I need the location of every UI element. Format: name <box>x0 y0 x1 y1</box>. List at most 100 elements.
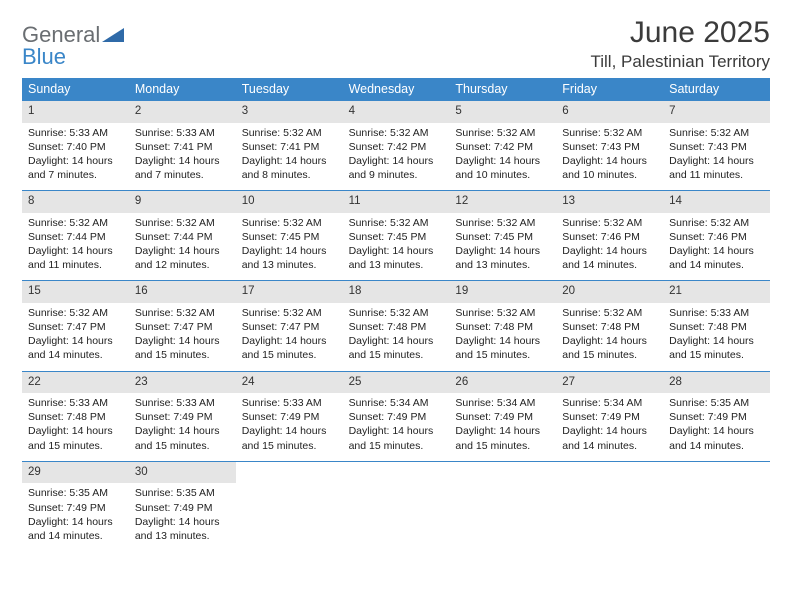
daylight-text: Daylight: 14 hours <box>28 515 123 529</box>
day-number: 15 <box>22 281 129 303</box>
day-number: 30 <box>129 462 236 484</box>
sunset-text: Sunset: 7:48 PM <box>349 320 444 334</box>
sunset-text: Sunset: 7:49 PM <box>28 501 123 515</box>
daylight-text: and 11 minutes. <box>28 258 123 272</box>
sunrise-text: Sunrise: 5:32 AM <box>349 216 444 230</box>
calendar-cell: 28Sunrise: 5:35 AMSunset: 7:49 PMDayligh… <box>663 372 770 461</box>
day-number: 11 <box>343 191 450 213</box>
sunset-text: Sunset: 7:47 PM <box>28 320 123 334</box>
week-row: 1Sunrise: 5:33 AMSunset: 7:40 PMDaylight… <box>22 101 770 191</box>
calendar-cell-empty <box>556 462 663 551</box>
location-label: Till, Palestinian Territory <box>590 52 770 72</box>
daylight-text: Daylight: 14 hours <box>562 154 657 168</box>
daylight-text: and 15 minutes. <box>242 348 337 362</box>
dow-row: Sunday Monday Tuesday Wednesday Thursday… <box>22 78 770 101</box>
calendar-cell: 30Sunrise: 5:35 AMSunset: 7:49 PMDayligh… <box>129 462 236 551</box>
logo-text: General Blue <box>22 24 124 68</box>
sunrise-text: Sunrise: 5:33 AM <box>135 396 230 410</box>
calendar-cell: 18Sunrise: 5:32 AMSunset: 7:48 PMDayligh… <box>343 281 450 370</box>
sunset-text: Sunset: 7:45 PM <box>242 230 337 244</box>
daylight-text: and 13 minutes. <box>242 258 337 272</box>
daylight-text: and 7 minutes. <box>135 168 230 182</box>
day-number: 17 <box>236 281 343 303</box>
week-row: 22Sunrise: 5:33 AMSunset: 7:48 PMDayligh… <box>22 372 770 462</box>
sunrise-text: Sunrise: 5:32 AM <box>242 306 337 320</box>
sunset-text: Sunset: 7:46 PM <box>669 230 764 244</box>
sunrise-text: Sunrise: 5:35 AM <box>28 486 123 500</box>
day-number: 2 <box>129 101 236 123</box>
daylight-text: Daylight: 14 hours <box>135 515 230 529</box>
sunrise-text: Sunrise: 5:32 AM <box>135 216 230 230</box>
daylight-text: Daylight: 14 hours <box>669 154 764 168</box>
dow-tuesday: Tuesday <box>236 78 343 101</box>
calendar-cell-empty <box>449 462 556 551</box>
sunrise-text: Sunrise: 5:32 AM <box>135 306 230 320</box>
logo-triangle-icon <box>102 24 124 46</box>
day-number: 21 <box>663 281 770 303</box>
calendar-cell: 10Sunrise: 5:32 AMSunset: 7:45 PMDayligh… <box>236 191 343 280</box>
calendar-cell: 9Sunrise: 5:32 AMSunset: 7:44 PMDaylight… <box>129 191 236 280</box>
daylight-text: and 15 minutes. <box>28 439 123 453</box>
logo: General Blue <box>22 24 124 68</box>
week-row: 15 Sunrise: 5:32 AM Sunset: 7:47 PM Dayligh… <box>22 281 770 371</box>
day-number: 9 <box>129 191 236 213</box>
sunrise-text: Sunrise: 5:32 AM <box>669 216 764 230</box>
sunrise-text: Sunrise: 5:32 AM <box>562 216 657 230</box>
daylight-text: and 15 minutes. <box>455 439 550 453</box>
page-title: June 2025 <box>590 16 770 50</box>
sunrise-text: Sunrise: 5:32 AM <box>349 306 444 320</box>
calendar-cell: 11Sunrise: 5:32 AMSunset: 7:45 PMDayligh… <box>343 191 450 280</box>
daylight-text: and 14 minutes. <box>562 258 657 272</box>
calendar-cell: 23Sunrise: 5:33 AMSunset: 7:49 PMDayligh… <box>129 372 236 461</box>
sunrise-text: Sunrise: 5:32 AM <box>562 306 657 320</box>
calendar-cell: 2Sunrise: 5:33 AMSunset: 7:41 PMDaylight… <box>129 101 236 190</box>
sunrise-text: Sunrise: 5:32 AM <box>349 126 444 140</box>
calendar-cell: 27Sunrise: 5:34 AMSunset: 7:49 PMDayligh… <box>556 372 663 461</box>
sunrise-text: Sunrise: 5:32 AM <box>455 126 550 140</box>
sunrise-text: Sunrise: 5:32 AM <box>28 216 123 230</box>
week-row: 29Sunrise: 5:35 AMSunset: 7:49 PMDayligh… <box>22 462 770 551</box>
daylight-text: and 13 minutes. <box>349 258 444 272</box>
day-number: 23 <box>129 372 236 394</box>
day-number: 4 <box>343 101 450 123</box>
daylight-text: and 15 minutes. <box>349 439 444 453</box>
day-number: 14 <box>663 191 770 213</box>
day-number: 8 <box>22 191 129 213</box>
weeks-container: 1Sunrise: 5:33 AMSunset: 7:40 PMDaylight… <box>22 101 770 551</box>
sunrise-text: Sunrise: 5:33 AM <box>135 126 230 140</box>
daylight-text: Daylight: 14 hours <box>349 424 444 438</box>
calendar-cell: 16Sunrise: 5:32 AMSunset: 7:47 PMDayligh… <box>129 281 236 370</box>
daylight-text: Daylight: 14 hours <box>242 154 337 168</box>
day-number: 6 <box>556 101 663 123</box>
sunrise-text: Sunrise: 5:33 AM <box>28 396 123 410</box>
calendar-cell: 20Sunrise: 5:32 AMSunset: 7:48 PMDayligh… <box>556 281 663 370</box>
sunset-text: Sunset: 7:42 PM <box>349 140 444 154</box>
sunset-text: Sunset: 7:41 PM <box>242 140 337 154</box>
sunset-text: Sunset: 7:43 PM <box>562 140 657 154</box>
sunset-text: Sunset: 7:44 PM <box>28 230 123 244</box>
calendar: Sunday Monday Tuesday Wednesday Thursday… <box>22 78 770 551</box>
day-number: 3 <box>236 101 343 123</box>
sunset-text: Sunset: 7:49 PM <box>242 410 337 424</box>
sunset-text: Sunset: 7:48 PM <box>562 320 657 334</box>
calendar-cell: 6Sunrise: 5:32 AMSunset: 7:43 PMDaylight… <box>556 101 663 190</box>
sunset-text: Sunset: 7:45 PM <box>455 230 550 244</box>
daylight-text: Daylight: 14 hours <box>135 424 230 438</box>
page: General Blue June 2025 Till, Palestinian… <box>0 0 792 551</box>
header: General Blue June 2025 Till, Palestinian… <box>22 16 770 72</box>
daylight-text: and 14 minutes. <box>28 529 123 543</box>
daylight-text: and 13 minutes. <box>135 529 230 543</box>
daylight-text: and 15 minutes. <box>349 348 444 362</box>
calendar-cell: 3Sunrise: 5:32 AMSunset: 7:41 PMDaylight… <box>236 101 343 190</box>
daylight-text: and 15 minutes. <box>562 348 657 362</box>
daylight-text: and 15 minutes. <box>135 439 230 453</box>
day-number: 25 <box>343 372 450 394</box>
sunset-text: Sunset: 7:49 PM <box>455 410 550 424</box>
daylight-text: Daylight: 14 hours <box>455 424 550 438</box>
daylight-text: Daylight: 14 hours <box>455 334 550 348</box>
daylight-text: and 7 minutes. <box>28 168 123 182</box>
daylight-text: Daylight: 14 hours <box>669 244 764 258</box>
day-number: 28 <box>663 372 770 394</box>
sunrise-text: Sunrise: 5:32 AM <box>669 126 764 140</box>
daylight-text: Daylight: 14 hours <box>562 424 657 438</box>
